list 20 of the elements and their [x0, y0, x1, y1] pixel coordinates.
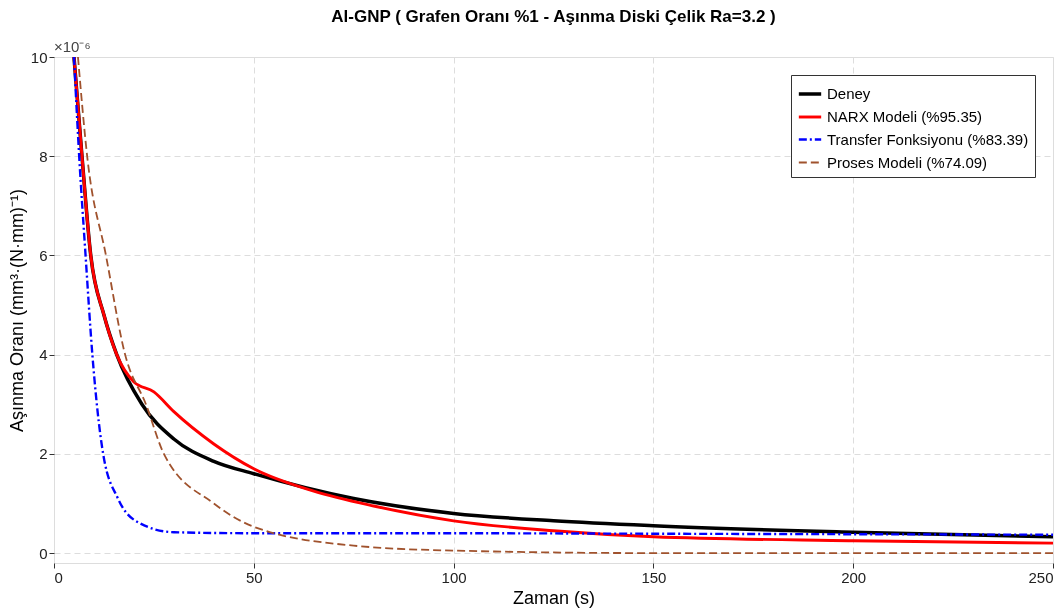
- x-tick-label: 50: [245, 568, 263, 586]
- y-tick-label: 0: [39, 544, 48, 562]
- legend-label: Transfer Fonksiyonu (%83.39): [827, 130, 1029, 148]
- x-tick-label: 0: [54, 568, 63, 586]
- text: ×10⁻⁶: [54, 38, 91, 55]
- y-axis-title: Aşınma Oranı (mm³·(N·mm)⁻¹): [6, 189, 27, 432]
- legend-label: Deney: [827, 85, 871, 102]
- y-tick-label: 2: [39, 445, 48, 463]
- chart-title: Al-GNP ( Grafen Oranı %1 - Aşınma Diski Çelik Ra=3.2 ): [331, 7, 776, 26]
- x-tick-label: 150: [641, 568, 667, 586]
- y-tick-label: 6: [39, 246, 48, 264]
- x-tick-label: 200: [841, 568, 867, 586]
- x-axis-title: Zaman (s): [512, 587, 596, 608]
- x-tick-label: 100: [441, 568, 467, 586]
- y-tick-label: 4: [39, 346, 48, 364]
- y-tick-label: 10: [30, 48, 48, 66]
- legend-label: NARX Modeli (%95.35): [827, 108, 983, 125]
- x-tick-label: 250: [1028, 568, 1054, 586]
- y-tick-label: 8: [39, 147, 48, 165]
- legend-label: Proses Modeli (%74.09): [827, 153, 988, 171]
